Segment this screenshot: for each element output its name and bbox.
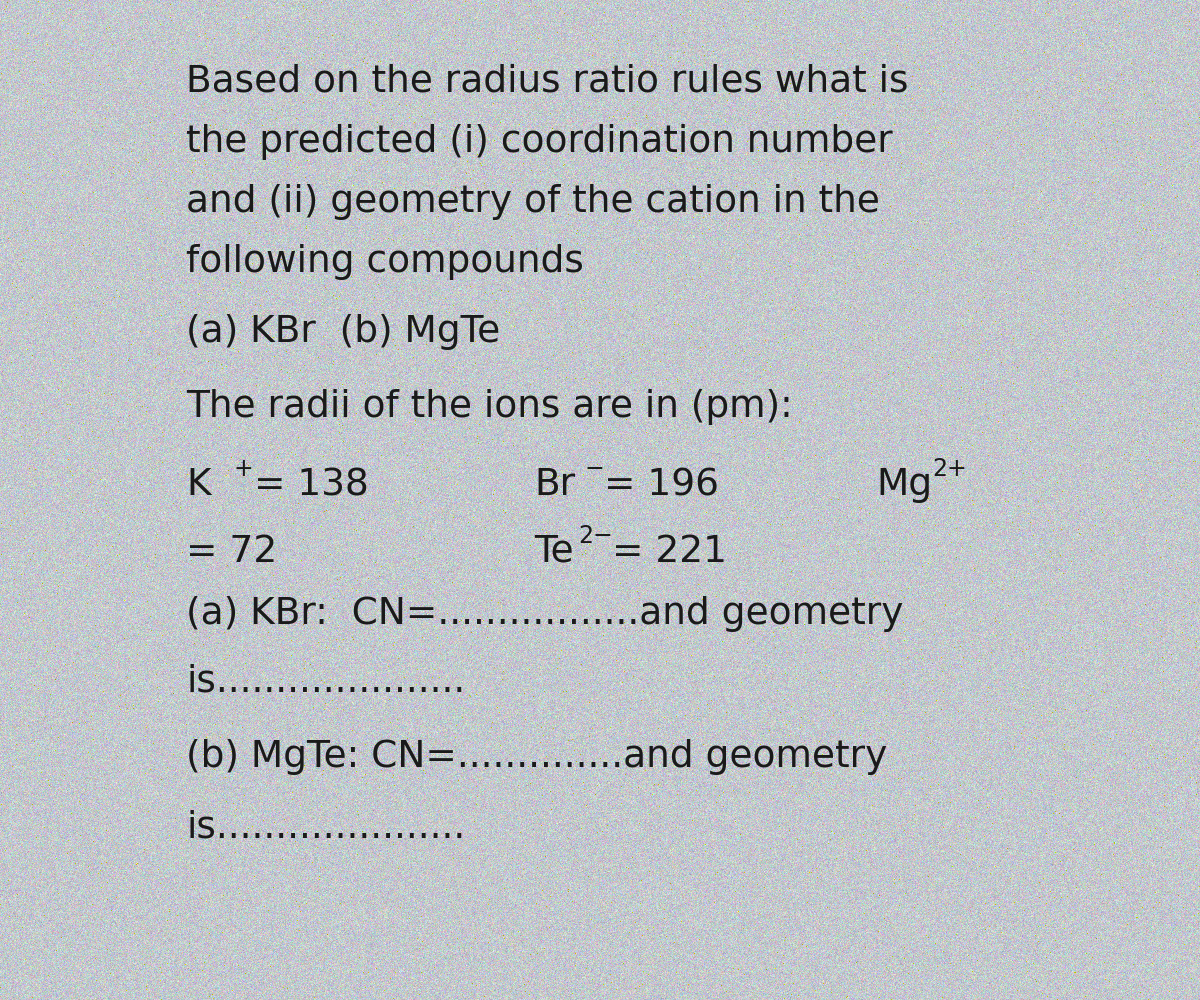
Text: Mg: Mg — [876, 467, 932, 503]
Text: The radii of the ions are in (pm):: The radii of the ions are in (pm): — [186, 389, 793, 425]
Text: K: K — [186, 467, 211, 503]
Text: = 138: = 138 — [254, 467, 370, 503]
Text: (b) MgTe: CN=..............and geometry: (b) MgTe: CN=..............and geometry — [186, 739, 887, 775]
Text: 2+: 2+ — [932, 457, 967, 481]
Text: Br: Br — [534, 467, 575, 503]
Text: +: + — [234, 457, 253, 481]
Text: Te: Te — [534, 534, 574, 570]
Text: = 72: = 72 — [186, 534, 277, 570]
Text: = 196: = 196 — [604, 467, 719, 503]
Text: the predicted (i) coordination number: the predicted (i) coordination number — [186, 124, 893, 160]
Text: following compounds: following compounds — [186, 244, 584, 280]
Text: 2−: 2− — [578, 524, 613, 548]
Text: −: − — [584, 457, 604, 481]
Text: = 221: = 221 — [612, 534, 727, 570]
Text: is.....................: is..................... — [186, 809, 466, 845]
Text: (a) KBr  (b) MgTe: (a) KBr (b) MgTe — [186, 314, 500, 350]
Text: is.....................: is..................... — [186, 664, 466, 700]
Text: Based on the radius ratio rules what is: Based on the radius ratio rules what is — [186, 64, 908, 100]
Text: (a) KBr:  CN=.................and geometry: (a) KBr: CN=.................and geometr… — [186, 596, 904, 632]
Text: and (ii) geometry of the cation in the: and (ii) geometry of the cation in the — [186, 184, 880, 220]
